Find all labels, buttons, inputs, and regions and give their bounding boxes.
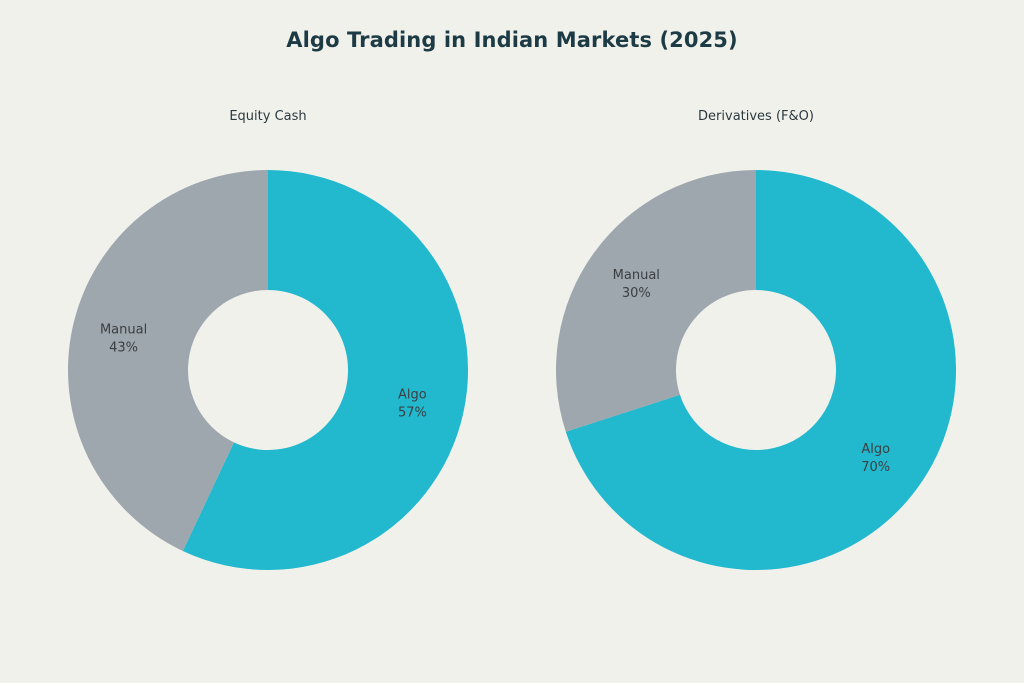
slice-label-value: 70% <box>861 460 890 475</box>
slice-label-name: Algo <box>398 387 427 402</box>
slice-label-value: 57% <box>398 405 427 420</box>
chart-subtitle: Derivatives (F&O) <box>698 109 814 124</box>
slice-algo <box>182 170 468 570</box>
donut-equity-cash: Equity Cash Algo 57% Manual 43% <box>67 109 468 570</box>
page-title: Algo Trading in Indian Markets (2025) <box>286 28 738 52</box>
slice-label-value: 30% <box>622 286 651 301</box>
chart-subtitle: Equity Cash <box>229 109 306 124</box>
slice-manual <box>556 170 756 432</box>
slice-label-name: Algo <box>861 442 890 457</box>
slice-algo <box>565 170 956 570</box>
donut-derivatives-f-o: Derivatives (F&O) Algo 70% Manual 30% <box>556 109 956 570</box>
slice-label-algo: Algo 57% <box>398 387 427 420</box>
slice-label-name: Manual <box>613 268 660 283</box>
slice-label-manual: Manual 30% <box>613 268 660 301</box>
slice-label-name: Manual <box>100 323 147 338</box>
slice-manual <box>67 170 269 551</box>
slice-label-value: 43% <box>109 341 138 356</box>
slice-label-algo: Algo 70% <box>861 442 890 475</box>
slice-label-manual: Manual 43% <box>100 323 147 356</box>
